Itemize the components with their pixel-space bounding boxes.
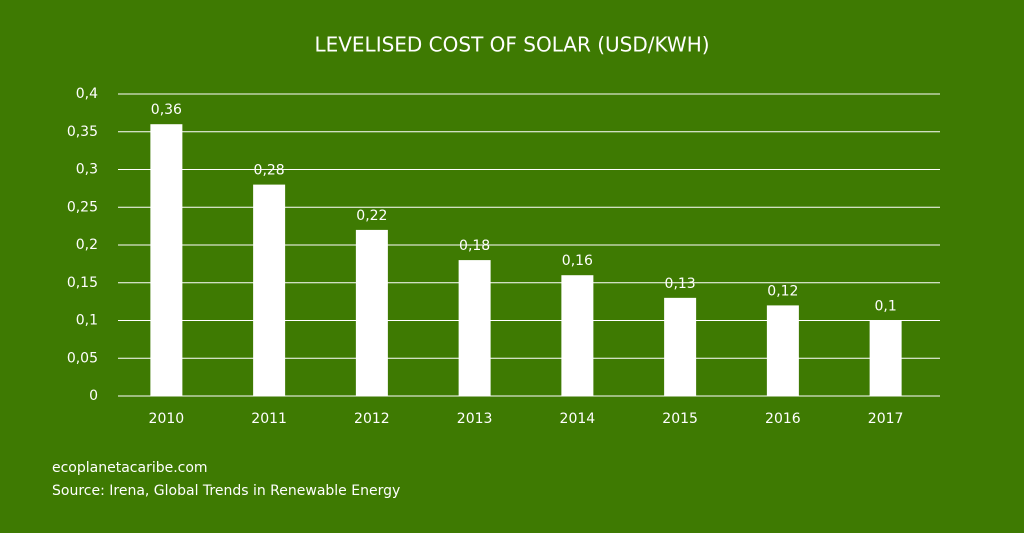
footer-text: ecoplanetacaribe.com <box>52 460 208 476</box>
x-tick-label: 2012 <box>354 411 390 427</box>
data-label: 0,28 <box>254 163 285 179</box>
x-tick-label: 2016 <box>765 411 801 427</box>
bar <box>150 124 183 396</box>
y-tick-label: 0,35 <box>67 124 98 140</box>
footer-text: Source: Irena, Global Trends in Renewabl… <box>52 483 400 499</box>
bar <box>766 305 799 396</box>
y-tick-label: 0,25 <box>67 199 98 215</box>
y-tick-label: 0,15 <box>67 275 98 291</box>
bar <box>458 260 491 396</box>
data-label: 0,12 <box>767 283 798 299</box>
bar <box>253 184 286 396</box>
chart-title: LEVELISED COST OF SOLAR (USD/KWH) <box>314 33 709 57</box>
y-tick-label: 0 <box>89 388 98 404</box>
y-tick-label: 0,3 <box>76 162 98 178</box>
x-tick-label: 2017 <box>868 411 904 427</box>
x-tick-label: 2011 <box>251 411 287 427</box>
data-label: 0,16 <box>562 253 593 269</box>
bar <box>664 297 697 396</box>
y-tick-label: 0,05 <box>67 350 98 366</box>
bar <box>561 275 594 396</box>
x-tick-label: 2013 <box>457 411 493 427</box>
x-tick-label: 2014 <box>560 411 596 427</box>
data-label: 0,36 <box>151 102 182 118</box>
x-tick-label: 2010 <box>149 411 185 427</box>
bar <box>355 229 388 396</box>
y-tick-label: 0,2 <box>76 237 98 253</box>
data-label: 0,18 <box>459 238 490 254</box>
bar <box>869 320 902 396</box>
data-label: 0,22 <box>356 208 387 224</box>
x-tick-label: 2015 <box>662 411 698 427</box>
data-label: 0,13 <box>665 276 696 292</box>
y-tick-label: 0,1 <box>76 313 98 329</box>
y-tick-label: 0,4 <box>76 86 98 102</box>
data-label: 0,1 <box>874 299 896 315</box>
